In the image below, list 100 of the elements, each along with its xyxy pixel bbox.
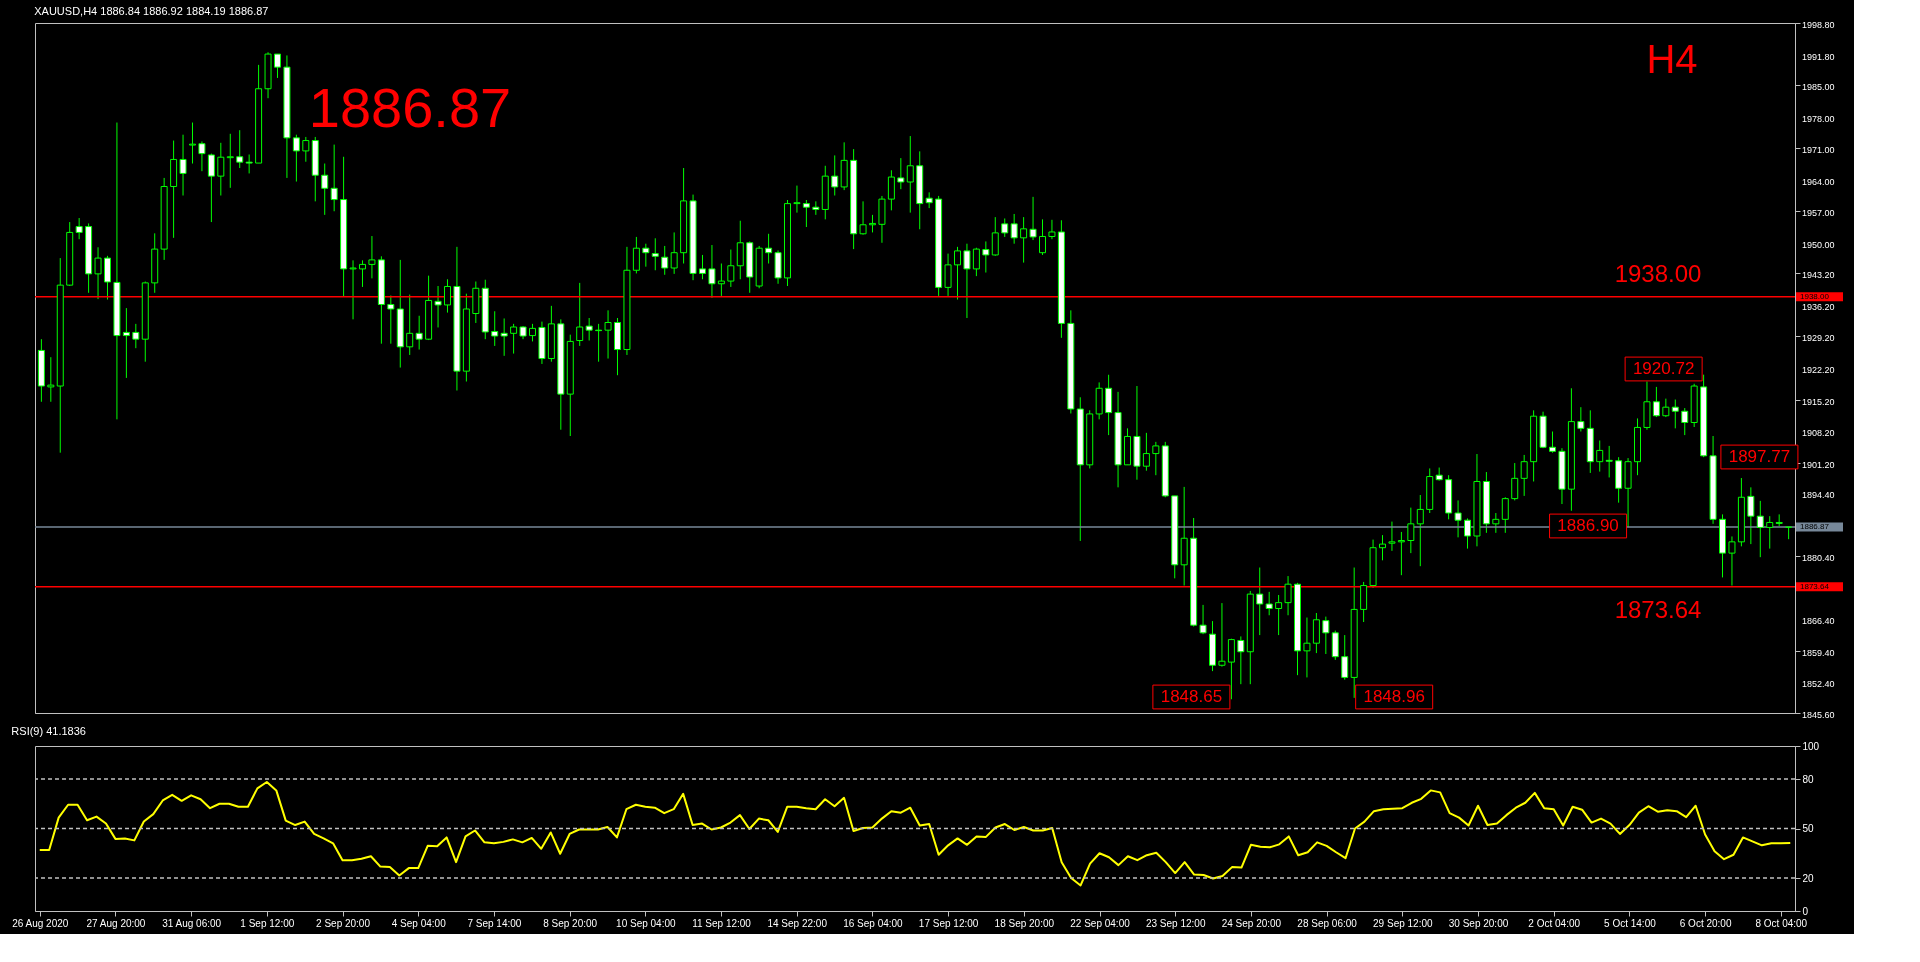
candlestick: [1322, 616, 1330, 655]
x-tick-label: 29 Sep 12:00: [1373, 917, 1433, 929]
candlestick: [415, 315, 423, 351]
candlestick: [1388, 521, 1396, 552]
x-tick-label: 18 Sep 20:00: [994, 917, 1055, 929]
candlestick: [1728, 535, 1736, 587]
candlestick: [651, 237, 659, 271]
candlestick: [122, 307, 130, 379]
candlestick: [75, 217, 83, 240]
candlestick: [1379, 534, 1387, 561]
candlestick: [604, 309, 612, 360]
x-tick-label: 14 Sep 22:00: [767, 917, 828, 929]
candlestick: [1785, 526, 1793, 540]
y-tick-label: 1859.40: [1802, 647, 1835, 658]
candlestick: [1416, 494, 1424, 567]
candlestick: [963, 243, 971, 319]
candlestick: [179, 134, 187, 196]
annotation: 1848.65: [1160, 687, 1223, 706]
candlestick: [273, 53, 281, 79]
candlestick: [1360, 581, 1368, 623]
candlestick: [1747, 486, 1755, 545]
candlestick: [1511, 462, 1519, 501]
x-tick-label: 24 Sep 20:00: [1221, 917, 1282, 929]
candlestick: [443, 278, 451, 314]
y-tick-label: 50: [1802, 823, 1815, 834]
candlestick: [1284, 575, 1292, 616]
ref-line-label: 1886.87: [1800, 522, 1830, 532]
candlestick: [491, 310, 499, 347]
candlestick: [944, 253, 952, 297]
y-tick-label: 1957.00: [1802, 208, 1835, 219]
x-tick-label: 17 Sep 12:00: [918, 917, 979, 929]
candlestick: [991, 216, 999, 257]
candlestick: [330, 144, 338, 212]
candlestick: [302, 136, 310, 163]
candlestick: [670, 231, 678, 275]
candlestick: [1001, 217, 1009, 238]
candlestick: [1577, 406, 1585, 433]
candlestick: [1218, 602, 1226, 668]
y-tick-label: 1936.20: [1802, 301, 1835, 312]
candlestick: [954, 246, 961, 301]
y-tick-label: 1880.40: [1802, 553, 1835, 564]
x-tick-label: 16 Sep 04:00: [843, 917, 904, 929]
candlestick: [1010, 213, 1018, 245]
y-tick-label: 1922.20: [1802, 365, 1835, 375]
candlestick: [47, 356, 55, 403]
y-tick-label: 1852.40: [1802, 679, 1835, 690]
ref-line-label: 1938.00: [1800, 291, 1830, 301]
candlestick: [1671, 399, 1679, 429]
x-tick-label: 11 Sep 12:00: [692, 917, 752, 929]
candlestick: [1265, 591, 1273, 616]
candlestick: [236, 129, 244, 169]
x-tick-label: 8 Oct 04:00: [1755, 917, 1808, 929]
annotation: H4: [1646, 37, 1698, 81]
candlestick: [717, 263, 725, 297]
candlestick: [897, 157, 905, 190]
candlestick: [1039, 218, 1046, 256]
candlestick: [1501, 496, 1509, 534]
candlestick: [642, 243, 650, 268]
y-tick-label: 20: [1802, 872, 1815, 884]
candlestick: [859, 200, 867, 236]
candlestick: [387, 294, 395, 345]
candlestick: [736, 220, 744, 280]
candlestick: [887, 169, 895, 211]
x-tick-label: 6 Oct 20:00: [1679, 917, 1732, 929]
candlestick: [1596, 440, 1604, 473]
x-tick-label: 30 Sep 20:00: [1448, 917, 1509, 929]
candlestick: [1397, 531, 1405, 576]
candlestick: [576, 282, 584, 347]
candlestick: [1020, 216, 1028, 264]
candlestick: [188, 122, 196, 165]
x-tick-label: 5 Oct 14:00: [1604, 917, 1657, 929]
x-tick-label: 2 Sep 20:00: [316, 917, 371, 929]
candlestick: [349, 259, 357, 320]
y-tick-label: 1991.80: [1802, 51, 1835, 62]
candlestick: [1681, 407, 1689, 436]
x-tick-label: 4 Sep 04:00: [391, 917, 447, 929]
y-tick-label: 1964.00: [1802, 176, 1835, 187]
candlestick: [632, 236, 640, 274]
candlestick: [1312, 612, 1320, 654]
candlestick: [368, 235, 376, 279]
candlestick: [500, 317, 508, 357]
candlestick: [1303, 617, 1311, 678]
y-tick-label: 1845.60: [1802, 710, 1835, 720]
candlestick: [1029, 196, 1037, 241]
y-tick-label: 80: [1802, 773, 1815, 785]
chart-title: XAUUSD,H4 1886.84 1886.92 1884.19 1886.87: [34, 5, 269, 17]
candlestick: [1237, 635, 1245, 685]
candlestick: [358, 259, 366, 288]
y-tick-label: 1978.00: [1802, 113, 1835, 124]
candlestick: [1199, 604, 1207, 635]
x-tick-label: 27 Aug 20:00: [86, 917, 146, 929]
x-tick-label: 7 Sep 14:00: [467, 917, 522, 929]
candlestick: [245, 154, 253, 174]
annotation: 1938.00: [1614, 259, 1702, 287]
y-tick-label: 1915.20: [1802, 396, 1835, 407]
x-tick-label: 22 Sep 04:00: [1070, 917, 1131, 929]
y-tick-label: 100: [1802, 740, 1820, 752]
candlestick: [1662, 398, 1670, 418]
x-tick-label: 8 Sep 20:00: [543, 917, 598, 929]
annotation: 1873.64: [1614, 595, 1702, 623]
